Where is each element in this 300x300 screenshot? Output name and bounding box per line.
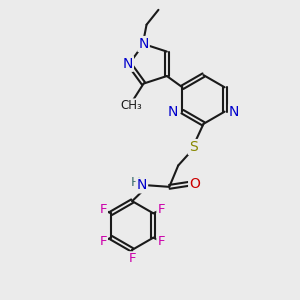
- Text: CH₃: CH₃: [121, 99, 142, 112]
- Text: O: O: [189, 177, 200, 191]
- Text: F: F: [100, 203, 107, 216]
- Text: F: F: [128, 252, 136, 265]
- Text: N: N: [137, 178, 147, 192]
- Text: N: N: [122, 57, 133, 71]
- Text: F: F: [158, 235, 165, 248]
- Text: F: F: [100, 235, 107, 248]
- Text: N: N: [138, 37, 149, 51]
- Text: H: H: [130, 176, 140, 189]
- Text: S: S: [189, 140, 197, 154]
- Text: N: N: [168, 105, 178, 119]
- Text: N: N: [229, 105, 239, 119]
- Text: F: F: [158, 203, 165, 216]
